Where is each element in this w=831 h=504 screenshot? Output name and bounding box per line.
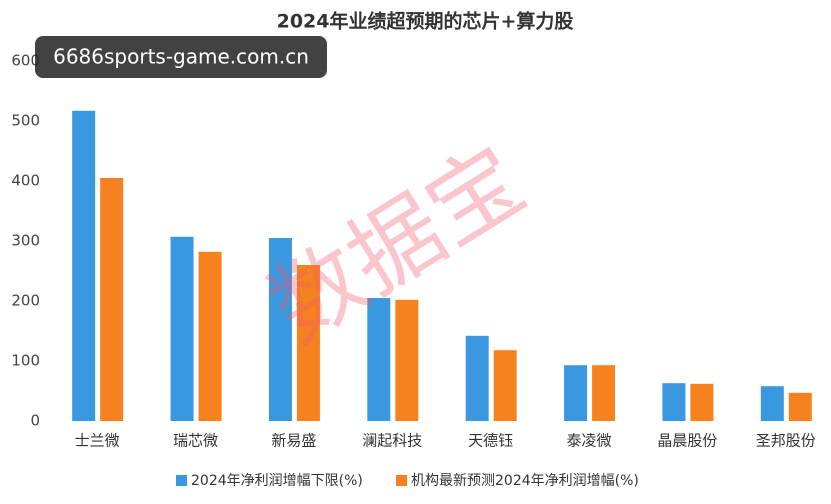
- bar: [72, 110, 96, 422]
- y-tick-label: 100: [11, 352, 40, 370]
- legend-label: 机构最新预测2024年净利润增幅(%): [411, 473, 639, 489]
- x-tick-label: 晶晨股份: [657, 432, 717, 450]
- bar: [395, 299, 419, 421]
- y-tick-label: 300: [11, 232, 40, 250]
- bar: [493, 350, 517, 421]
- bar: [564, 365, 588, 421]
- x-tick-label: 瑞芯微: [173, 432, 218, 450]
- y-tick-label: 200: [11, 292, 40, 310]
- y-tick-label: 0: [30, 412, 40, 430]
- bar: [592, 365, 616, 421]
- bar: [100, 178, 124, 421]
- bar: [662, 383, 686, 421]
- y-tick-label: 600: [11, 52, 40, 70]
- bar: [760, 386, 784, 421]
- x-tick-label: 士兰微: [75, 432, 120, 450]
- legend-swatch: [176, 475, 187, 486]
- bar: [465, 335, 489, 421]
- x-tick-label: 澜起科技: [362, 432, 422, 450]
- bar: [788, 392, 812, 421]
- legend-swatch: [396, 475, 407, 486]
- bar: [198, 251, 222, 421]
- overlay-box: [35, 36, 327, 78]
- x-tick-label: 新易盛: [271, 432, 316, 450]
- bar: [170, 236, 194, 421]
- legend-label: 2024年净利润增幅下限(%): [191, 473, 363, 489]
- bar: [690, 383, 714, 421]
- overlay-label: 6686sports-game.com.cn: [53, 45, 309, 69]
- y-tick-label: 500: [11, 112, 40, 130]
- y-tick-label: 400: [11, 172, 40, 190]
- x-tick-label: 圣邦股份: [756, 432, 816, 450]
- chart-title: 2024年业绩超预期的芯片+算力股: [277, 10, 574, 33]
- bar: [296, 265, 320, 421]
- x-tick-label: 泰凌微: [567, 432, 612, 450]
- x-tick-label: 天德钰: [468, 432, 513, 450]
- bar: [268, 238, 292, 421]
- bar: [367, 298, 391, 421]
